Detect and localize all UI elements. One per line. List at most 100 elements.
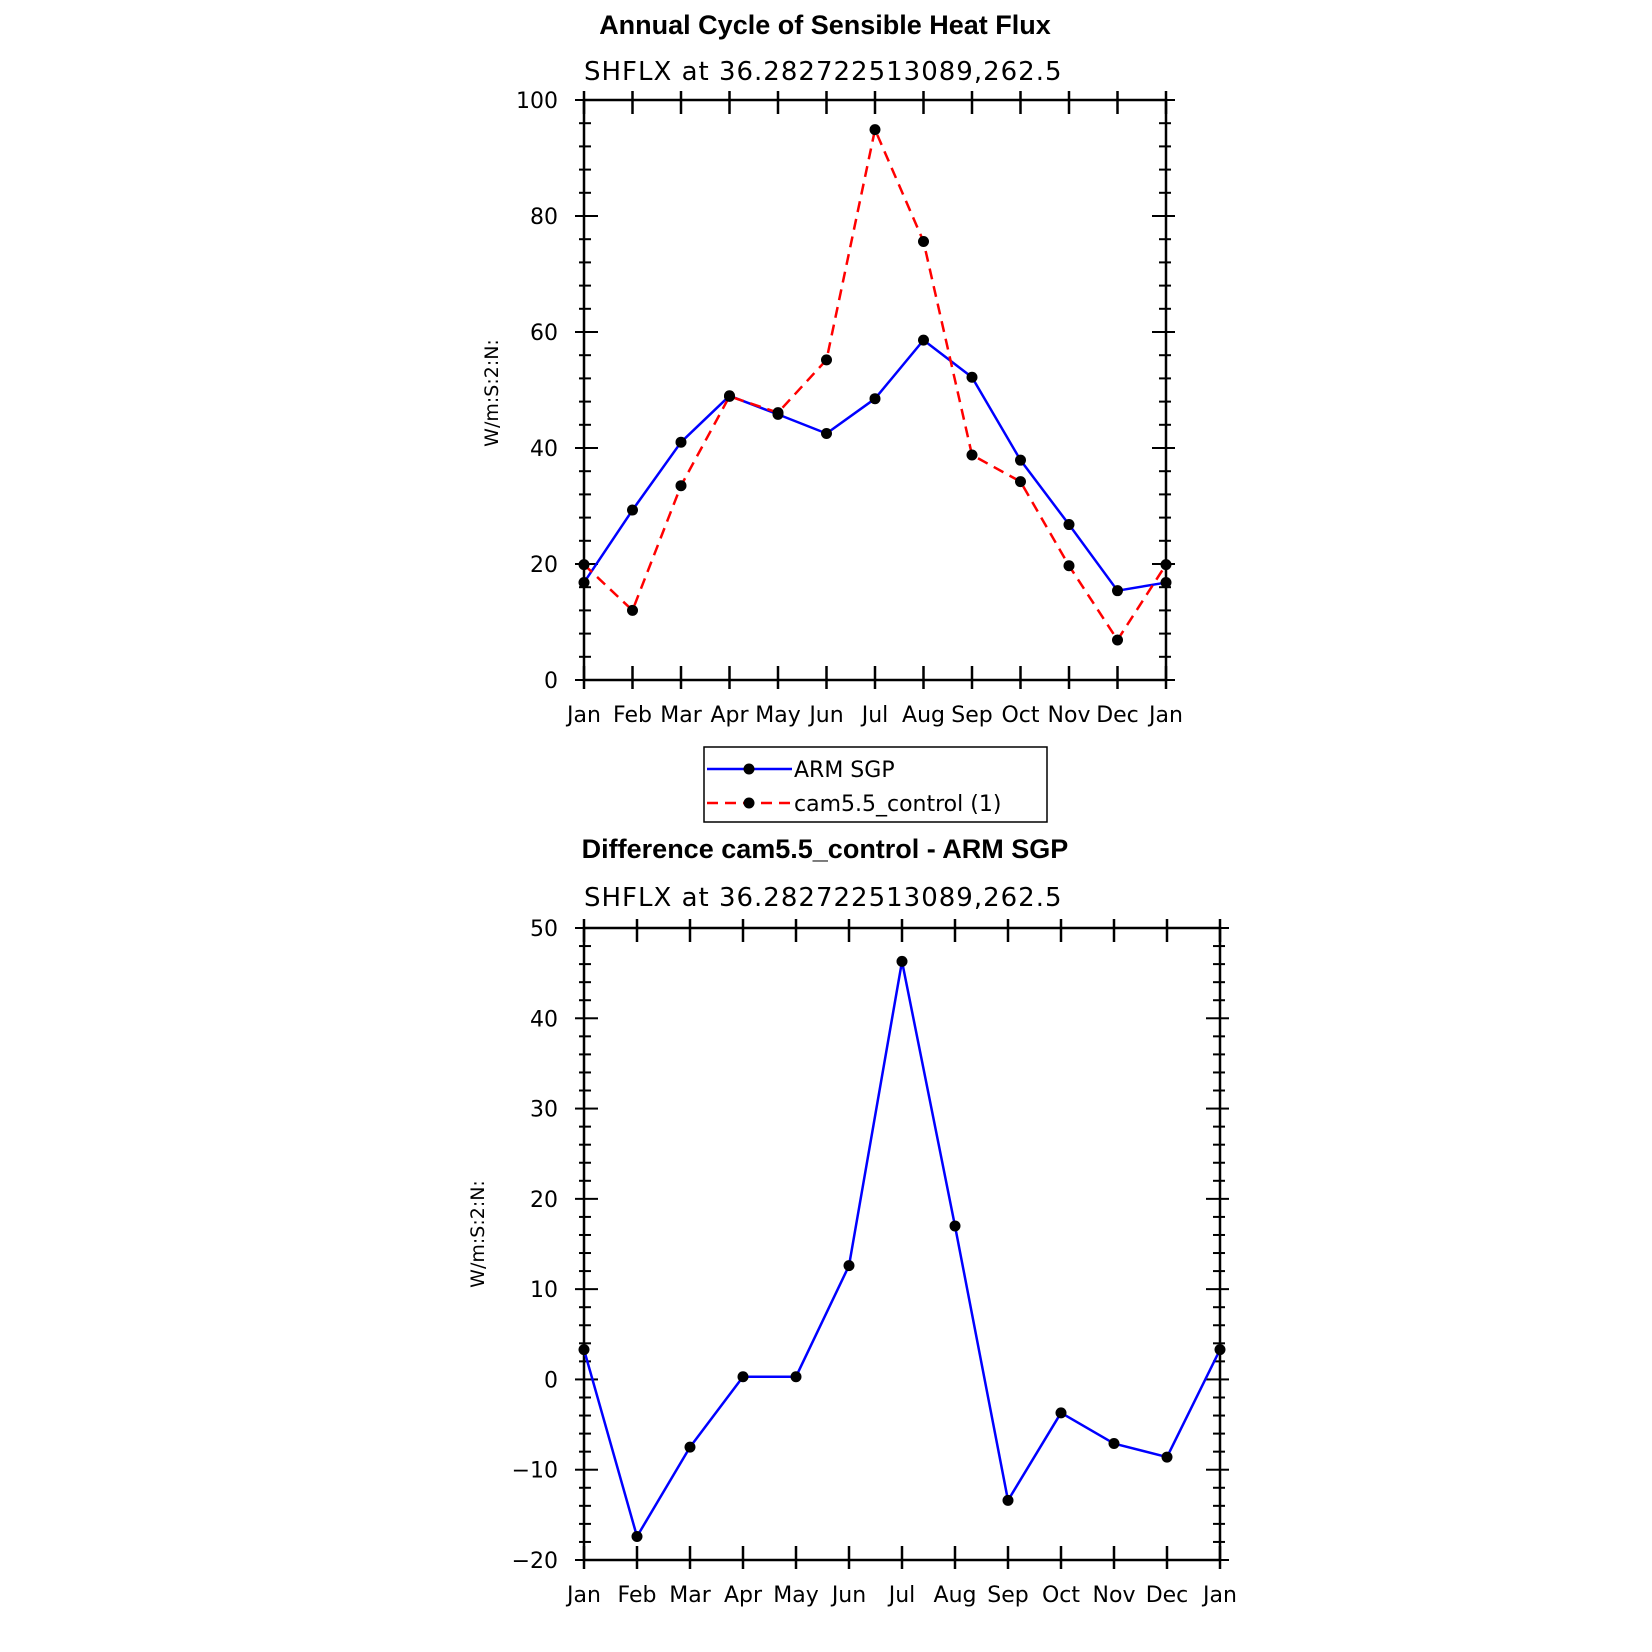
- chart1-series-0-point: [675, 436, 687, 448]
- chart2-series-0-point: [896, 955, 908, 967]
- chart1-x-tick-label: Dec: [1096, 703, 1139, 728]
- chart2-series-0-point: [790, 1371, 802, 1383]
- chart1-ticks: [575, 91, 1175, 689]
- chart2-series: [578, 955, 1226, 1543]
- chart1-legend: ARM SGP cam5.5_control (1): [703, 746, 1048, 823]
- chart2-x-tick-label: Jan: [565, 1583, 601, 1608]
- chart2-x-tick-label: Jun: [830, 1583, 866, 1608]
- chart1-series-0-point: [918, 334, 929, 346]
- chart2-y-tick-label: 20: [530, 1188, 558, 1213]
- chart1-series-1-point: [918, 236, 929, 248]
- chart2-title: Difference cam5.5_control - ARM SGP: [582, 834, 1069, 864]
- chart1-series-0-point: [821, 428, 832, 439]
- chart2-series-0-point: [578, 1344, 590, 1356]
- chart1-y-tick-label: 20: [530, 553, 558, 578]
- chart1-series-1-point: [1112, 634, 1123, 646]
- chart1-x-tick-label: Jun: [807, 703, 843, 728]
- chart2-x-tick-label: Mar: [669, 1583, 711, 1608]
- chart1-title: Annual Cycle of Sensible Heat Flux: [599, 10, 1051, 40]
- chart1-series-1-point: [724, 390, 735, 402]
- chart1-series: [578, 124, 1172, 646]
- chart2-y-tick-labels: −20 −10 0 10 20 30 40 50: [512, 917, 558, 1574]
- chart2-x-tick-label: Dec: [1146, 1583, 1189, 1608]
- chart1-series-1-point: [627, 604, 638, 616]
- chart1-x-tick-label: Aug: [902, 703, 945, 728]
- chart1-series-0-point: [1160, 577, 1172, 589]
- chart-difference: Difference cam5.5_control - ARM SGP SHFL…: [467, 834, 1237, 1608]
- chart1-y-tick-label: 40: [530, 437, 558, 462]
- chart1-y-axis-label: W/m:S:2:N:: [481, 339, 503, 447]
- legend-label-cam55-control: cam5.5_control (1): [794, 792, 1001, 817]
- chart1-series-1-point: [821, 354, 832, 366]
- chart2-y-tick-label: 30: [530, 1098, 558, 1123]
- chart1-y-tick-label: 80: [530, 205, 558, 230]
- chart1-x-tick-labels: Jan Feb Mar Apr May Jun Jul Aug Sep Oct Nov Dec Jan: [565, 703, 1183, 728]
- chart1-y-tick-label: 0: [544, 669, 558, 694]
- legend-marker-arm-sgp: [743, 763, 755, 775]
- chart1-x-tick-label: Nov: [1048, 703, 1091, 728]
- chart1-x-tick-label: Jul: [860, 703, 889, 728]
- chart2-series-0-point: [949, 1220, 961, 1232]
- chart2-series-0-point: [1108, 1438, 1120, 1450]
- chart1-series-1-point: [966, 449, 978, 461]
- chart1-series-0-point: [1015, 454, 1026, 466]
- chart1-x-tick-label: May: [755, 703, 800, 728]
- legend-label-arm-sgp: ARM SGP: [794, 758, 895, 783]
- chart1-series-line-0: [582, 338, 1167, 592]
- chart1-x-tick-label: Apr: [710, 703, 749, 728]
- legend-box: [703, 746, 1048, 823]
- chart2-series-0-point: [1002, 1494, 1014, 1506]
- chart1-y-tick-label: 60: [530, 321, 558, 346]
- chart1-series-0-point: [627, 504, 638, 516]
- chart1-series-0-point: [966, 371, 978, 383]
- chart1-subtitle: SHFLX at 36.282722513089,262.5: [584, 57, 1063, 87]
- chart2-x-tick-label: Sep: [987, 1583, 1028, 1608]
- chart2-y-tick-label: −10: [512, 1459, 558, 1484]
- chart1-series-0-point: [869, 393, 881, 405]
- chart2-y-tick-label: 50: [530, 917, 558, 942]
- chart2-y-tick-label: 0: [544, 1368, 558, 1393]
- chart2-x-tick-label: Oct: [1042, 1583, 1080, 1608]
- chart1-x-tick-label: Jan: [565, 703, 601, 728]
- chart1-series-line-1: [583, 128, 1168, 642]
- chart2-y-tick-label: 10: [530, 1278, 558, 1303]
- chart2-x-tick-label: Aug: [934, 1583, 977, 1608]
- chart2-x-tick-label: May: [773, 1583, 818, 1608]
- chart2-y-tick-label: −20: [512, 1549, 558, 1574]
- chart2-series-0-point: [1214, 1344, 1226, 1356]
- chart1-y-tick-label: 100: [516, 89, 558, 114]
- chart1-series-1-point: [578, 559, 590, 571]
- chart2-x-tick-label: Nov: [1093, 1583, 1136, 1608]
- chart2-x-tick-label: Jul: [887, 1583, 916, 1608]
- chart2-ticks: [575, 919, 1229, 1569]
- chart1-x-tick-label: Sep: [951, 703, 992, 728]
- chart2-series-0-point: [1055, 1407, 1067, 1419]
- chart1-plot-frame: [582, 98, 1168, 682]
- chart1-x-tick-label: Jan: [1147, 703, 1183, 728]
- chart2-series-0-point: [1161, 1451, 1173, 1463]
- chart1-series-0-point: [578, 577, 590, 589]
- chart1-y-tick-labels: 0 20 40 60 80 100: [516, 89, 558, 694]
- chart1-series-1-point: [1063, 560, 1075, 572]
- chart1-series-1-point: [1160, 559, 1172, 571]
- chart1-x-tick-label: Mar: [660, 703, 702, 728]
- chart2-x-tick-label: Feb: [618, 1583, 657, 1608]
- chart-annual-cycle: Annual Cycle of Sensible Heat Flux SHFLX…: [481, 10, 1183, 823]
- chart1-x-tick-label: Feb: [613, 703, 652, 728]
- chart2-series-0-point: [843, 1260, 855, 1272]
- chart1-series-0-point: [1063, 519, 1075, 531]
- chart2-subtitle: SHFLX at 36.282722513089,262.5: [584, 883, 1063, 913]
- chart2-series-0-point: [737, 1371, 749, 1383]
- chart1-series-1-point: [869, 124, 881, 136]
- legend-marker-cam55-control: [743, 797, 755, 809]
- chart1-series-1-point: [675, 480, 687, 492]
- chart2-series-0-point: [684, 1441, 696, 1453]
- chart2-series-0-point: [631, 1531, 643, 1543]
- chart2-y-axis-label: W/m:S:2:N:: [467, 1180, 489, 1288]
- chart2-series-line-0: [582, 960, 1222, 1538]
- chart2-x-tick-label: Apr: [724, 1583, 763, 1608]
- chart1-x-tick-label: Oct: [1001, 703, 1039, 728]
- chart2-y-tick-label: 40: [530, 1007, 558, 1032]
- chart2-x-tick-label: Jan: [1201, 1583, 1237, 1608]
